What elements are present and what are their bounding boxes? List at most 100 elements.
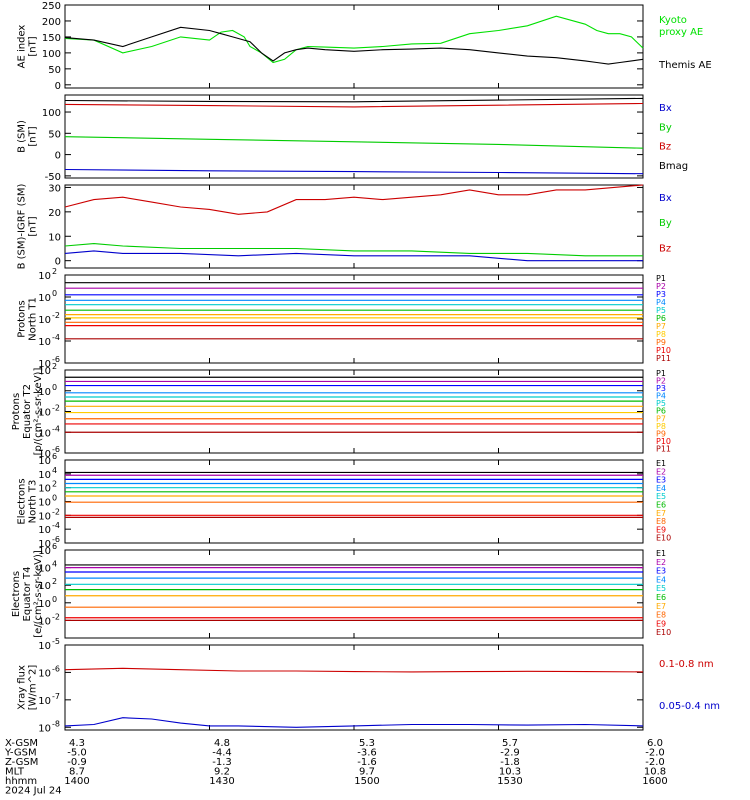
y-tick-label: 10: [38, 387, 51, 398]
footer-value: 4.3: [69, 738, 85, 749]
y-tick-exponent: 0: [52, 595, 57, 604]
footer-value: 1500: [354, 776, 379, 787]
legend-label: Themis AE: [658, 60, 712, 71]
y-tick-label: 0: [55, 257, 61, 268]
y-tick-label: 150: [42, 33, 61, 44]
footer-value: 9.7: [359, 767, 375, 778]
footer-value: 1430: [209, 776, 234, 787]
footer-label: X-GSM: [5, 738, 38, 749]
legend-label: P6: [656, 314, 666, 323]
panel-frame: [64, 94, 644, 179]
y-tick-label: 20: [48, 208, 61, 219]
y-tick-label: 10: [38, 616, 51, 627]
y-axis-title: [W/m^2]: [28, 665, 39, 711]
footer-value: 1600: [642, 776, 667, 787]
legend-label: 0.05-0.4 nm: [659, 701, 720, 712]
y-tick-exponent: 2: [52, 362, 57, 371]
y-tick-exponent: -6: [52, 535, 60, 544]
y-tick-label: 10: [38, 470, 51, 481]
footer-value: 1530: [497, 776, 522, 787]
legend-label: E2: [656, 558, 666, 567]
footer-label: MLT: [5, 767, 25, 778]
y-tick-label: -50: [45, 172, 61, 183]
y-axis-title: North T3: [28, 480, 39, 524]
legend-label: E4: [656, 484, 666, 493]
y-tick-exponent: -4: [52, 333, 60, 342]
y-tick-label: 10: [38, 564, 51, 575]
legend-label: Bx: [659, 193, 672, 204]
legend-label: P3: [656, 290, 666, 299]
footer-value: 5.7: [502, 738, 518, 749]
y-tick-label: 200: [42, 17, 61, 28]
footer-value: -5.0: [67, 748, 87, 759]
y-tick-exponent: 2: [52, 577, 57, 586]
y-tick-label: 10: [38, 525, 51, 536]
legend-label: P11: [656, 354, 671, 363]
legend-label: E4: [656, 575, 666, 584]
legend-label: E6: [656, 501, 666, 510]
y-tick-label: 10: [38, 546, 51, 557]
y-tick-exponent: -4: [52, 521, 60, 530]
y-tick-exponent: 2: [52, 480, 57, 489]
legend-label: P4: [656, 392, 666, 401]
legend-label: By: [659, 218, 672, 229]
series-line: [64, 717, 644, 728]
legend-label: Bz: [659, 142, 671, 153]
y-axis-title: Protons: [17, 300, 28, 337]
legend-label: P8: [656, 330, 666, 339]
y-tick-label: 10: [38, 668, 51, 679]
panel-frame: [64, 369, 644, 454]
y-tick-label: 0: [55, 81, 61, 92]
footer-value: -2.0: [645, 757, 665, 768]
legend-label: Bz: [659, 243, 671, 254]
footer-value: 5.3: [359, 738, 375, 749]
legend-label: P2: [656, 282, 666, 291]
y-tick-label: 10: [38, 723, 51, 734]
legend-label: Bx: [659, 103, 672, 114]
legend-label: E7: [656, 509, 666, 518]
y-tick-label: 10: [38, 539, 51, 550]
y-tick-exponent: -2: [52, 404, 60, 413]
legend-label: P7: [656, 322, 666, 331]
legend-label: E9: [656, 525, 666, 534]
legend-label: P6: [656, 407, 666, 416]
y-tick-exponent: 6: [52, 452, 57, 461]
footer-label: Z-GSM: [5, 757, 38, 768]
footer-value: 10.3: [499, 767, 521, 778]
footer-value: 10.8: [644, 767, 666, 778]
legend-label: P10: [656, 437, 671, 446]
series-line: [64, 26, 644, 65]
series-line: [64, 168, 644, 175]
footer-value: -1.6: [357, 757, 377, 768]
y-tick-exponent: -2: [52, 612, 60, 621]
y-axis-title: North T1: [28, 297, 39, 341]
legend-label: P8: [656, 422, 666, 431]
y-tick-label: 10: [38, 484, 51, 495]
y-tick-label: 50: [48, 65, 61, 76]
legend-label: P1: [656, 274, 666, 283]
y-tick-label: 10: [38, 366, 51, 377]
footer-label: Y-GSM: [4, 748, 37, 759]
y-axis-title: Xray flux: [17, 665, 28, 710]
legend-label: E1: [656, 459, 666, 468]
footer-value: 1400: [64, 776, 89, 787]
y-tick-exponent: -6: [52, 445, 60, 454]
y-axis-title: Electrons: [11, 571, 22, 617]
footer-value: 8.7: [69, 767, 85, 778]
y-axis-title: [e/(cm²-s-sr-keV)]: [33, 550, 44, 638]
y-axis-title: [nT]: [28, 36, 39, 56]
legend-label: P9: [656, 429, 666, 438]
legend-label: E5: [656, 492, 666, 501]
footer-date: 2024 Jul 24: [5, 786, 62, 797]
y-tick-exponent: -2: [52, 311, 60, 320]
series-line: [64, 102, 644, 108]
y-tick-exponent: 0: [52, 494, 57, 503]
y-tick-label: 10: [38, 315, 51, 326]
series-line: [64, 667, 644, 673]
y-tick-exponent: -4: [52, 424, 60, 433]
footer-value: 9.2: [214, 767, 230, 778]
